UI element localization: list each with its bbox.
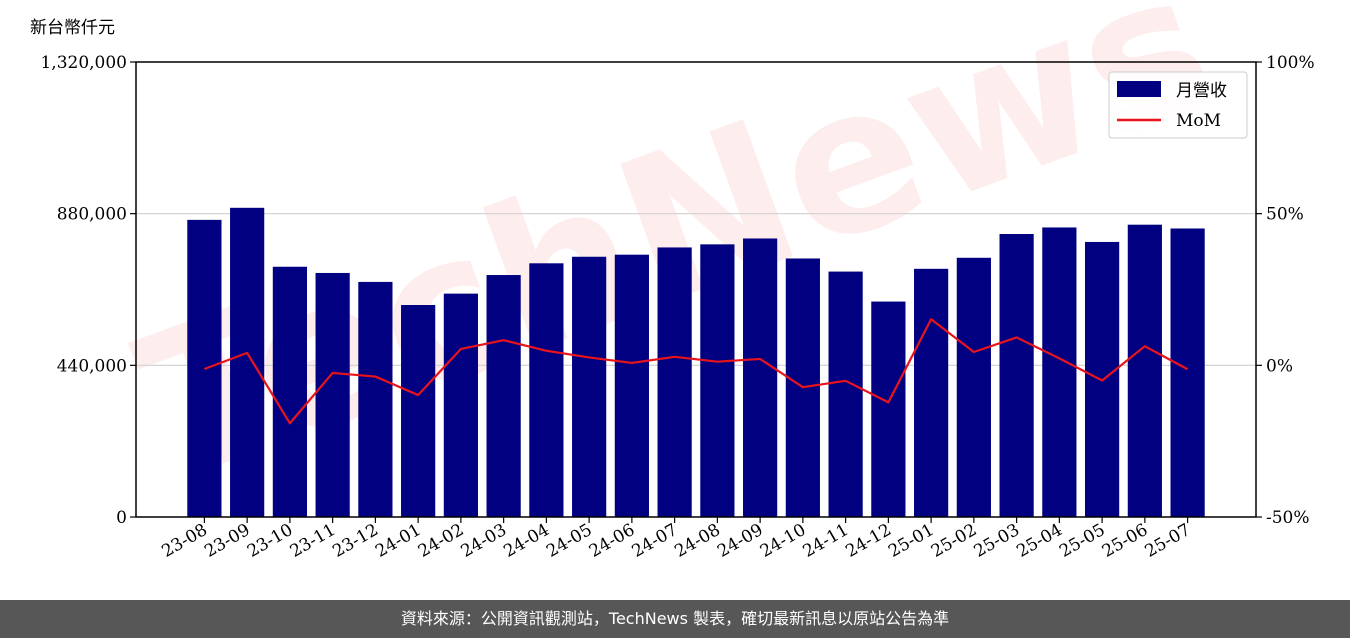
- x-tick-label-24-01: 24-01: [372, 520, 424, 562]
- x-tick-label-24-03: 24-03: [458, 520, 510, 562]
- bar-24-07: [657, 247, 692, 518]
- bar-24-06: [614, 254, 649, 517]
- left-tick-label: 0: [116, 508, 127, 528]
- x-tick-label-24-12: 24-12: [842, 520, 894, 562]
- left-tick-label: 440,000: [57, 356, 127, 376]
- x-tick-label-24-11: 24-11: [800, 520, 852, 562]
- x-tick-label-25-07: 25-07: [1142, 520, 1194, 562]
- left-tick-label: 880,000: [57, 205, 127, 225]
- plot-frame: [135, 61, 1257, 518]
- bar-25-06: [1127, 224, 1162, 518]
- x-tick-label-23-08: 23-08: [158, 520, 210, 562]
- right-tick-label: 50%: [1266, 205, 1304, 225]
- x-tick-label-24-07: 24-07: [629, 520, 681, 562]
- x-tick-label-25-03: 25-03: [971, 520, 1023, 562]
- x-tick-label-24-02: 24-02: [415, 520, 467, 562]
- x-tick-label-23-11: 23-11: [287, 520, 339, 562]
- chart-svg: TechNews 0440,000880,0001,320,000-50%0%5…: [30, 0, 1315, 562]
- legend-label-revenue: 月營收: [1176, 81, 1227, 101]
- bar-25-02: [956, 257, 991, 517]
- x-tick-label-24-04: 24-04: [500, 520, 552, 562]
- revenue-bars: [187, 207, 1205, 518]
- bar-24-12: [871, 301, 906, 517]
- bar-24-08: [700, 244, 735, 517]
- right-tick-label: 100%: [1266, 53, 1315, 73]
- y-axis-unit-label: 新台幣仟元: [30, 18, 115, 38]
- bar-24-02: [443, 293, 478, 517]
- legend-bar-swatch: [1117, 81, 1161, 97]
- bar-23-10: [272, 266, 307, 517]
- x-tick-label-24-10: 24-10: [757, 520, 809, 562]
- revenue-chart: TechNews 0440,000880,0001,320,000-50%0%5…: [30, 0, 1315, 562]
- x-tick-label-23-10: 23-10: [244, 520, 296, 562]
- x-tick-label-24-08: 24-08: [671, 520, 723, 562]
- bar-24-03: [486, 275, 521, 517]
- bar-25-04: [1042, 227, 1077, 518]
- bar-24-11: [828, 271, 863, 517]
- bar-23-09: [230, 207, 265, 517]
- x-tick-label-25-06: 25-06: [1099, 520, 1151, 562]
- bar-24-04: [529, 263, 564, 517]
- bar-25-07: [1170, 228, 1205, 517]
- bar-24-09: [743, 238, 778, 517]
- bar-23-11: [315, 272, 350, 517]
- mom-line: [204, 318, 1189, 425]
- x-tick-label-25-05: 25-05: [1056, 520, 1108, 562]
- bar-25-03: [999, 234, 1034, 517]
- source-footer: 資料來源：公開資訊觀測站，TechNews 製表，確切最新訊息以原站公告為準: [0, 600, 1350, 638]
- bar-23-12: [358, 281, 393, 517]
- x-tick-label-23-12: 23-12: [329, 520, 381, 562]
- x-tick-label-24-09: 24-09: [714, 520, 766, 562]
- bar-24-01: [401, 305, 436, 517]
- x-tick-label-25-04: 25-04: [1013, 520, 1065, 562]
- left-tick-label: 1,320,000: [40, 53, 127, 73]
- bar-24-05: [572, 256, 607, 517]
- x-tick-label-25-01: 25-01: [885, 520, 937, 562]
- right-tick-label: 0%: [1266, 356, 1293, 376]
- source-text: 資料來源：公開資訊觀測站，TechNews 製表，確切最新訊息以原站公告為準: [400, 609, 950, 628]
- x-tick-label-23-09: 23-09: [201, 520, 253, 562]
- x-tick-label-24-06: 24-06: [586, 520, 638, 562]
- right-tick-label: -50%: [1266, 508, 1310, 528]
- legend: 月營收 MoM: [1108, 71, 1248, 139]
- x-tick-label-24-05: 24-05: [543, 520, 595, 562]
- mom-line-layer: [204, 318, 1189, 425]
- bar-25-01: [914, 268, 949, 517]
- x-tick-label-25-02: 25-02: [928, 520, 980, 562]
- legend-label-mom: MoM: [1176, 111, 1221, 131]
